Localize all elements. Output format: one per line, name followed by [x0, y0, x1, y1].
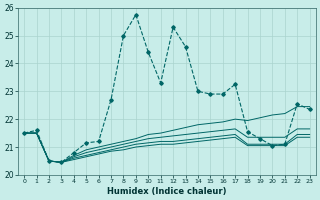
- X-axis label: Humidex (Indice chaleur): Humidex (Indice chaleur): [107, 187, 227, 196]
